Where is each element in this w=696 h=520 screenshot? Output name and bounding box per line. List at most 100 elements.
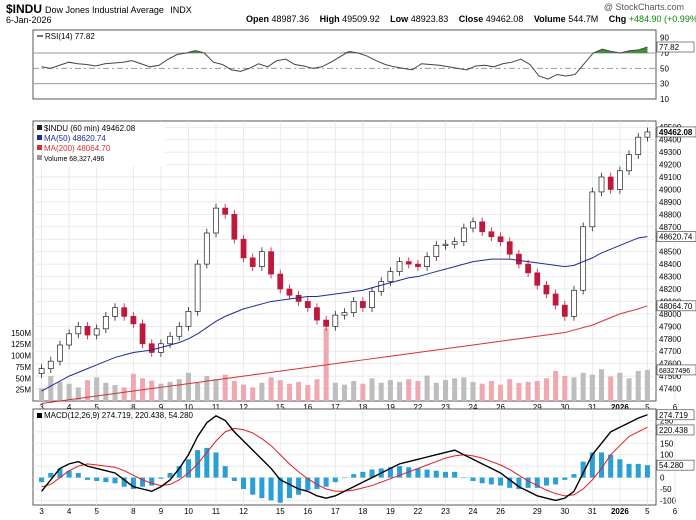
volume-label: Volume xyxy=(533,14,566,24)
symbol: $INDU xyxy=(6,2,43,16)
macd-x-tick-label: 30 xyxy=(560,507,569,516)
macd-histogram-bar xyxy=(84,477,91,480)
volume-bar xyxy=(553,371,559,401)
candle-body xyxy=(84,325,91,336)
volume-bar xyxy=(562,376,568,401)
volume-bar xyxy=(286,383,292,401)
volume-bar xyxy=(525,381,531,401)
macd-tick-label: 100 xyxy=(660,451,674,460)
price-x-tick-label: 15 xyxy=(276,403,285,412)
macd-x-tick-label: 4 xyxy=(67,507,72,516)
candle-body xyxy=(57,344,63,362)
volume-value-tag-text: 68327496 xyxy=(659,368,690,375)
macd-histogram-bar xyxy=(461,477,467,479)
exchange: INDX xyxy=(170,5,192,15)
macd-histogram-bar xyxy=(644,465,650,478)
signal-value-tag xyxy=(656,424,695,436)
macd-histogram-bar xyxy=(433,470,439,478)
candle-body xyxy=(598,176,605,193)
volume-bar xyxy=(589,374,595,401)
volume-bar xyxy=(66,383,72,401)
candle-body xyxy=(470,221,476,229)
macd-histogram-bar xyxy=(314,477,320,489)
volume-bar xyxy=(149,380,155,401)
macd-tick-label: -100 xyxy=(660,496,677,505)
volume-bar xyxy=(360,383,366,401)
chart-header: $INDU Dow Jones Industrial Average INDX 6… xyxy=(4,2,696,26)
price-x-tick-label: 18 xyxy=(358,403,367,412)
macd-x-tick-label: 8 xyxy=(131,507,136,516)
macd-x-tick-label: 12 xyxy=(239,507,248,516)
macd-tick-label: 150 xyxy=(660,439,674,448)
macd-histogram-bar xyxy=(140,477,146,487)
macd-histogram-bar xyxy=(580,461,586,478)
price-x-tick-label: 10 xyxy=(184,403,193,412)
macd-histogram-bar xyxy=(66,470,72,478)
macd-histogram-bar xyxy=(149,477,155,486)
price-x-tick-label: 24 xyxy=(469,403,478,412)
rsi-value-tag-text: 77.82 xyxy=(659,43,680,52)
price-panel-frame xyxy=(32,120,657,402)
index-name: Dow Jones Industrial Average xyxy=(45,5,164,15)
macd-histogram-bar xyxy=(360,471,366,478)
macd-histogram-bar xyxy=(608,454,614,478)
candle-body xyxy=(387,271,394,282)
price-x-tick-label: 26 xyxy=(496,403,505,412)
macd-histogram-bar xyxy=(39,477,45,483)
price-tick-label: 48400 xyxy=(659,260,682,269)
volume-bar xyxy=(351,381,357,401)
candle-body xyxy=(543,284,550,295)
macd-tick-label: 250 xyxy=(660,416,674,425)
candle-body xyxy=(75,325,82,335)
price-x-tick-label: 12 xyxy=(239,403,248,412)
price-tick-label: 48800 xyxy=(659,210,682,219)
price-legend-bg xyxy=(35,122,165,166)
macd-histogram-bar xyxy=(241,477,247,489)
volume-bar xyxy=(424,375,430,401)
volume-bar xyxy=(378,382,384,401)
candle-body xyxy=(552,293,559,306)
volume-tick-label: 75M xyxy=(15,363,31,372)
chart-date: 6-Jan-2026 xyxy=(6,15,52,25)
rsi-legend-bg xyxy=(35,31,105,42)
volume-bar xyxy=(204,376,210,401)
price-x-tick-label: 11 xyxy=(212,403,221,412)
price-tick-label: 48900 xyxy=(659,198,682,207)
macd-histogram-bar xyxy=(543,477,549,486)
price-value-tag-text: 49462.08 xyxy=(659,128,693,137)
macd-histogram-bar xyxy=(296,477,302,495)
ma200-line xyxy=(41,305,648,404)
candle-body xyxy=(534,272,541,286)
macd-histogram-bar xyxy=(305,477,311,491)
macd-histogram-bar xyxy=(231,477,237,481)
macd-histogram-bar xyxy=(222,466,228,478)
candle-body xyxy=(525,263,531,274)
macd-x-tick-label: 19 xyxy=(386,507,395,516)
macd-histogram-bar xyxy=(277,477,283,503)
price-tick-label: 49000 xyxy=(659,185,682,194)
price-tick-label: 49400 xyxy=(659,136,682,145)
macd-histogram-bar xyxy=(479,477,485,484)
price-tick-label: 49100 xyxy=(659,173,682,182)
rsi-overbought-fill xyxy=(186,47,648,53)
macd-histogram-bar xyxy=(507,477,513,488)
price-legend-item: $INDU (60 min) 49462.08 xyxy=(44,124,136,133)
volume-bar xyxy=(48,376,54,401)
volume-bar xyxy=(296,381,302,401)
candle-body xyxy=(38,368,45,374)
macd-histogram-bar xyxy=(103,477,109,483)
macd-histogram-bar xyxy=(121,477,127,487)
candle-body xyxy=(148,343,155,353)
ma50-value-tag-text: 48620.74 xyxy=(659,233,693,242)
volume-bar xyxy=(39,388,45,401)
macd-histogram-bar xyxy=(488,477,494,485)
macd-value-tag-text: 274.719 xyxy=(659,411,688,420)
volume-bar xyxy=(268,377,274,401)
volume-bar xyxy=(498,384,504,401)
volume-bar xyxy=(534,381,540,401)
volume-bar xyxy=(387,380,393,401)
volume-bar xyxy=(452,378,458,401)
macd-histogram-bar xyxy=(94,477,100,481)
candle-body xyxy=(47,360,54,369)
price-tick-label: 47700 xyxy=(659,347,682,356)
